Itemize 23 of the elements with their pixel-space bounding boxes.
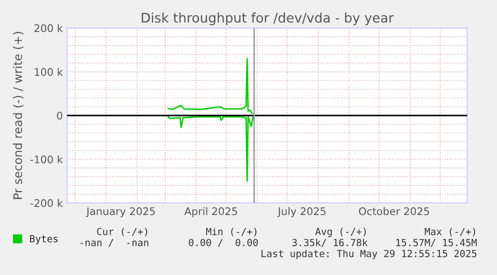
text: -nan / -nan xyxy=(80,238,148,247)
y-tick-label: -200 k xyxy=(30,198,63,208)
text: Last update: Thu May 29 12:55:15 2025 xyxy=(262,250,476,260)
text: 0.00 / 0.00 xyxy=(188,238,258,247)
y-tick-label: 100 k xyxy=(34,68,63,76)
text: Min (-/+) xyxy=(206,228,256,236)
legend-label: Bytes xyxy=(30,235,58,244)
line-series xyxy=(167,58,253,114)
text: Cur (-/+) xyxy=(97,228,148,236)
text: Max (-/+) xyxy=(424,228,476,236)
y-tick-label: -100 k xyxy=(30,155,63,164)
chart-title: Disk throughput for /dev/vda - by year xyxy=(142,12,394,26)
x-tick-label: January 2025 xyxy=(86,207,155,218)
y-axis-title: Pr second read (-) / write (+) xyxy=(12,32,24,199)
x-tick-label: April 2025 xyxy=(184,207,238,218)
x-tick-label: October 2025 xyxy=(358,207,430,216)
y-tick-label: 200 k xyxy=(34,24,63,32)
y-tick-label: 0 xyxy=(56,112,62,120)
x-tick-label: July 2025 xyxy=(277,207,326,218)
text: 15.57M/ 15.45M xyxy=(396,238,477,247)
text: 3.35k/ 16.78k xyxy=(292,238,368,247)
text: Avg (-/+) xyxy=(315,228,366,238)
line-series xyxy=(167,116,254,182)
